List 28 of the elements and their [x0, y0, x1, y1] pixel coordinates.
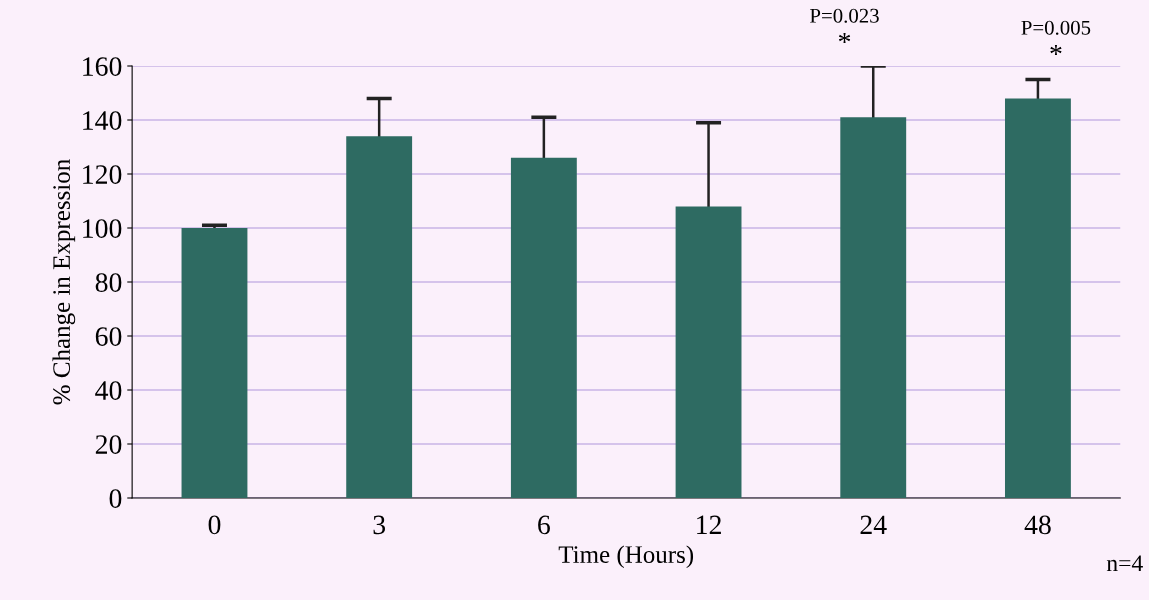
bar [510, 157, 577, 498]
y-tick-label: 140 [83, 111, 122, 130]
y-tick-label: 120 [83, 165, 122, 184]
bar [181, 228, 248, 498]
x-tick-label: 6 [538, 515, 550, 535]
bar [1004, 98, 1071, 498]
bar [346, 136, 413, 498]
y-tick-label: 20 [95, 435, 122, 454]
y-axis-title: % Change in Expression [52, 159, 76, 405]
y-tick-label: 80 [95, 273, 122, 292]
y-tick-label: 100 [83, 219, 122, 238]
x-tick-label: 12 [697, 515, 721, 534]
text: P=0.005 [1021, 20, 1091, 35]
y-tick-label: 60 [95, 327, 122, 346]
text: n=4 [1106, 555, 1143, 571]
x-tick-label: 48 [1024, 515, 1051, 535]
text: * [838, 32, 851, 44]
x-tick-label: 0 [208, 515, 221, 535]
text: * [1050, 44, 1062, 56]
x-tick-label: 3 [373, 515, 386, 535]
text: P=0.023 [810, 8, 879, 23]
bar [675, 206, 742, 498]
bar [840, 117, 907, 498]
x-axis-title: Time (Hours) [558, 545, 694, 569]
y-tick-label: 0 [109, 489, 122, 508]
y-tick-label: 160 [83, 57, 122, 76]
x-tick-label: 24 [860, 515, 887, 534]
y-tick-label: 40 [95, 381, 122, 400]
